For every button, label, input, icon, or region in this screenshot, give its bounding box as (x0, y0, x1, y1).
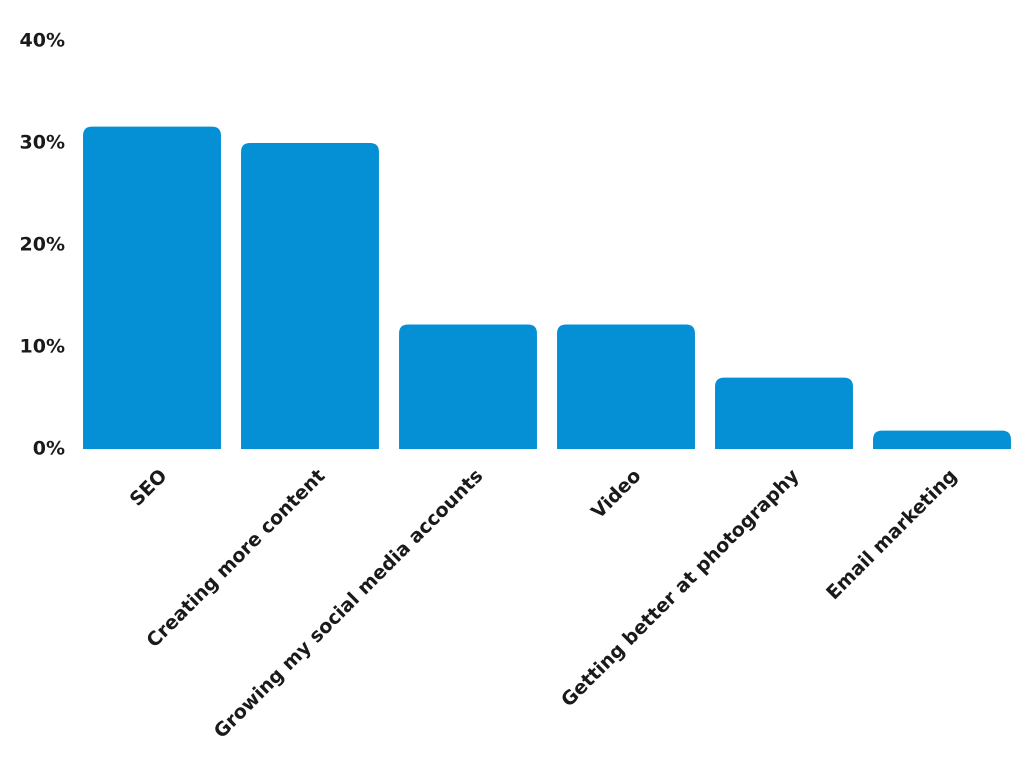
y-tick-label: 40% (20, 30, 65, 52)
y-tick-label: 20% (20, 234, 65, 256)
x-tick-label: Email marketing (822, 465, 961, 604)
bar (715, 377, 853, 449)
x-tick-label: Creating more content (142, 465, 329, 652)
x-tick-label: Video (587, 465, 645, 523)
y-tick-label: 10% (20, 336, 65, 358)
bar (557, 324, 695, 449)
bar (241, 143, 379, 449)
x-tick-label: SEO (126, 465, 172, 511)
x-tick-label: Growing my social media accounts (210, 465, 488, 743)
bar (399, 324, 537, 449)
y-tick-label: 30% (20, 132, 65, 154)
bar (873, 430, 1011, 449)
bar (83, 126, 221, 450)
y-tick-label: 0% (33, 438, 65, 460)
